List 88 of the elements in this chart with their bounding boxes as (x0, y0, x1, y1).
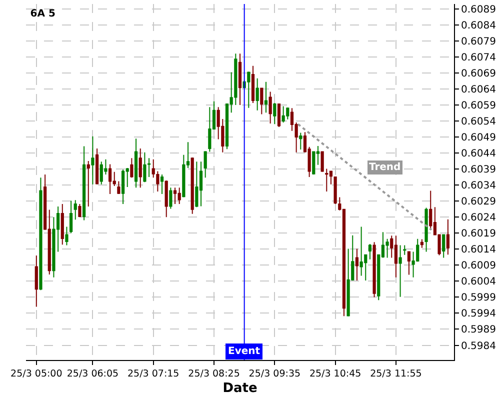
candlestick (403, 244, 406, 256)
candlestick (204, 150, 207, 178)
candlestick (273, 102, 276, 125)
candlestick (325, 168, 328, 192)
x-tick-label: 25/3 09:35 (248, 368, 301, 380)
y-tick-label: 0.5999 (461, 292, 496, 304)
candlestick (256, 78, 259, 111)
candlestick (169, 187, 172, 210)
candlestick (138, 148, 142, 188)
candlestick (190, 156, 194, 214)
y-tick-label: 0.6004 (461, 276, 496, 288)
candlestick (398, 244, 402, 298)
candlestick (121, 169, 125, 204)
y-tick-label: 0.5989 (461, 324, 496, 336)
candlestick (286, 107, 290, 120)
y-tick-label: 0.6034 (461, 180, 496, 192)
x-tick-label: 25/3 07:15 (127, 368, 180, 380)
candlestick (60, 203, 64, 246)
y-tick-label: 0.6089 (461, 4, 496, 16)
candlestick (320, 151, 324, 172)
candlestick (34, 255, 38, 308)
candlestick (160, 174, 164, 195)
candlestick (130, 158, 134, 178)
candlestick (260, 88, 264, 115)
y-tick-label: 0.6054 (461, 116, 496, 128)
candlestick (39, 177, 42, 291)
candlestick (178, 187, 181, 204)
candlestick (420, 238, 424, 248)
y-tick-label: 0.6009 (461, 260, 496, 272)
candlestick (355, 248, 359, 282)
x-tick-label: 25/3 11:55 (370, 368, 422, 380)
candlestick (173, 187, 177, 204)
candlestick (247, 71, 250, 108)
y-tick-label: 0.6084 (461, 20, 496, 32)
candlestick (394, 235, 398, 278)
ref-line-label: Event (228, 346, 260, 357)
candlestick (74, 200, 77, 220)
y-tick-label: 0.6049 (461, 132, 496, 144)
candlestick (424, 207, 428, 252)
y-tick-label: 0.6029 (461, 196, 496, 208)
candlestick (277, 103, 281, 128)
candlestick (134, 138, 138, 188)
y-tick-label: 0.6044 (461, 148, 496, 160)
candlestick (199, 161, 203, 207)
candlestick (238, 53, 242, 106)
candlestick (334, 176, 337, 204)
candlestick (299, 132, 302, 150)
x-tick-label: 25/3 08:25 (188, 368, 240, 380)
y-tick-label: 0.5984 (461, 340, 496, 352)
y-tick-label: 0.6079 (461, 36, 496, 48)
candlestick (164, 180, 168, 218)
candlestick (143, 152, 146, 183)
y-tick-label: 0.6064 (461, 84, 496, 96)
candlestick (195, 161, 198, 208)
candlestick (117, 180, 120, 195)
candlestick (407, 251, 411, 276)
y-tick-label: 0.5994 (461, 308, 496, 320)
y-tick-label: 0.6059 (461, 100, 496, 112)
candlestick (360, 226, 363, 276)
candlestick (264, 81, 268, 114)
x-tick-label: 25/3 10:45 (309, 368, 362, 380)
candlestick (86, 160, 90, 208)
x-tick-label: 25/3 05:00 (10, 368, 62, 380)
y-tick-label: 0.6024 (461, 212, 496, 224)
candlestick (95, 148, 99, 185)
y-tick-label: 0.6074 (461, 52, 496, 64)
series-label: Trend (369, 162, 401, 173)
x-axis-title: Date (222, 381, 258, 396)
y-tick-label: 0.6014 (461, 244, 496, 256)
x-tick-label: 25/3 06:05 (66, 368, 119, 380)
candlestick (372, 242, 376, 298)
chart-title: 6A 5 (30, 8, 56, 20)
candlestick (78, 203, 82, 218)
candlestick (442, 234, 446, 258)
candlestick (282, 106, 285, 124)
candlestick (368, 244, 372, 260)
candlestick (91, 136, 94, 185)
y-tick-label: 0.6019 (461, 228, 496, 240)
y-tick-label: 0.6039 (461, 164, 496, 176)
candlestick (65, 226, 68, 246)
y-tick-label: 0.6069 (461, 68, 496, 80)
candlestick (69, 200, 73, 234)
candlestick (147, 158, 151, 178)
candlestick (108, 164, 112, 195)
candlestick (251, 65, 255, 104)
candlestick (446, 218, 450, 256)
candlestick (82, 146, 86, 221)
candlestick (268, 91, 272, 124)
